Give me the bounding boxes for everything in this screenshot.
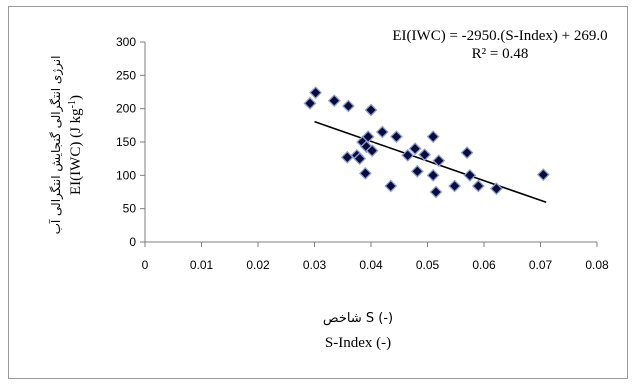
data-point [364, 103, 378, 117]
x-ticks: 0 0.01 0.02 0.03 0.04 0.05 0.06 0.07 0.08 [142, 242, 609, 272]
y-tick-label: 200 [116, 102, 136, 116]
x-tick-label: 0.05 [416, 258, 440, 272]
x-tick-label: 0.04 [359, 258, 383, 272]
data-point [384, 179, 398, 193]
y-tick-label: 100 [116, 168, 136, 182]
x-axis-title-english: S-Index (-) [325, 335, 391, 351]
data-point [432, 154, 446, 168]
data-point [353, 152, 367, 166]
data-point [426, 168, 440, 182]
data-point [340, 150, 354, 164]
data-point [429, 185, 443, 199]
data-point [341, 99, 355, 113]
y-ticks: 0 50 100 150 200 250 300 [116, 35, 145, 249]
data-point [303, 96, 317, 110]
y-axis-title-english: EI(IWC) (J kg-1) [67, 95, 85, 195]
data-point [309, 86, 323, 100]
x-axis-title-persian: شاخص S (-) [323, 311, 393, 326]
regression-equation: EI(IWC) = -2950.(S-Index) + 269.0 [392, 28, 607, 44]
y-axis-title-english-group: EI(IWC) (J kg-1) [67, 95, 85, 195]
x-tick-label: 0.03 [303, 258, 327, 272]
y-tick-label: 150 [116, 135, 136, 149]
x-tick-label: 0.07 [529, 258, 553, 272]
x-tick-label: 0 [142, 258, 149, 272]
chart-area [8, 6, 628, 379]
r-squared-label: R² = 0.48 [472, 46, 529, 62]
x-tick-label: 0.08 [585, 258, 609, 272]
y-tick-label: 0 [129, 235, 136, 249]
data-point [361, 130, 375, 144]
data-point [418, 148, 432, 162]
data-point [408, 142, 422, 156]
data-point [448, 179, 462, 193]
data-point [327, 94, 341, 108]
y-tick-label: 300 [116, 35, 136, 49]
y-tick-label: 250 [116, 68, 136, 82]
data-points [303, 86, 550, 199]
data-point [410, 164, 424, 178]
y-tick-label: 50 [123, 202, 137, 216]
trend-line [314, 120, 547, 204]
data-point [426, 130, 440, 144]
x-tick-label: 0.01 [190, 258, 214, 272]
x-tick-label: 0.02 [246, 258, 270, 272]
data-point [460, 146, 474, 160]
data-point [365, 144, 379, 158]
data-point [536, 168, 550, 182]
data-point [490, 182, 503, 196]
data-point [401, 148, 415, 162]
data-point [390, 130, 403, 144]
y-axis-title-persian: انرژی انتگرالی گنجایش انتگرالی آب [48, 56, 64, 235]
data-point [471, 179, 485, 193]
data-point [375, 125, 389, 139]
data-point [358, 166, 372, 180]
data-point [463, 168, 477, 182]
x-tick-label: 0.06 [472, 258, 496, 272]
y-axis-title-persian-group: انرژی انتگرالی گنجایش انتگرالی آب [48, 56, 64, 235]
